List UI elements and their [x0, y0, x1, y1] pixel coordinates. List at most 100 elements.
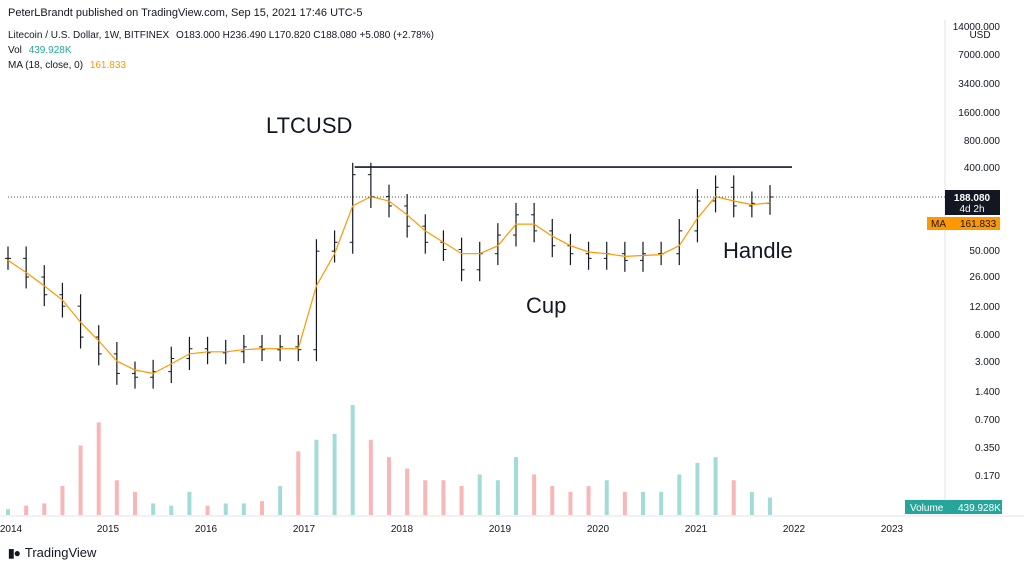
time-tick-label: 2020 — [587, 524, 610, 535]
volume-bar — [114, 480, 119, 515]
ma-value: 161.833 — [89, 60, 126, 71]
volume-bar — [677, 474, 682, 515]
time-axis-labels: 2014 2015 2016 2017 2018 2019 2020 2021 2022 2023 — [0, 524, 904, 535]
ma-badge — [927, 217, 1000, 230]
volume-bar — [495, 480, 500, 515]
volume-bar — [223, 503, 228, 515]
ma-line — [7, 195, 771, 375]
time-tick-label: 2021 — [685, 524, 708, 535]
price-tick-label: 14000.000 — [953, 22, 1001, 33]
vol-value: 439.928K — [28, 45, 72, 56]
volume-bar — [586, 486, 591, 515]
volume-bar — [24, 505, 29, 515]
price-tick-label: 400.000 — [964, 163, 1001, 174]
price-tick-label: 0.170 — [975, 471, 1000, 482]
ohlc-values: O183.000 H236.490 L170.820 C188.080 +5.0… — [175, 30, 434, 41]
volume-bar — [332, 433, 337, 515]
time-tick-label: 2019 — [489, 524, 512, 535]
volume-bar — [695, 462, 700, 515]
volume-bar — [133, 491, 137, 515]
price-badge-value: 188.080 — [954, 193, 991, 204]
time-tick-label: 2016 — [195, 524, 218, 535]
volume-bar — [241, 503, 246, 515]
price-tick-label: 0.350 — [975, 443, 1000, 454]
volume-bar — [78, 445, 83, 515]
volume-bar — [622, 491, 627, 515]
volume-bars — [6, 405, 772, 515]
time-tick-label: 2015 — [97, 524, 120, 535]
time-tick-label: 2014 — [0, 524, 23, 535]
volume-bar — [205, 505, 210, 515]
volume-bar — [532, 474, 537, 515]
cup-annotation: Cup — [526, 293, 566, 318]
symbol-title-annotation: LTCUSD — [266, 113, 352, 138]
price-badge — [945, 190, 1000, 215]
volume-bar — [260, 501, 264, 515]
volume-badge — [905, 500, 1002, 514]
time-tick-label: 2018 — [391, 524, 414, 535]
volume-bar — [514, 457, 518, 515]
ma-legend: MA (18, close, 0) 161.833 — [8, 60, 126, 71]
volume-bar — [659, 491, 664, 515]
tradingview-footer[interactable]: ▮● TradingView — [8, 545, 96, 560]
volume-bar — [604, 480, 609, 515]
handle-annotation: Handle — [723, 238, 793, 263]
price-tick-label: 1600.000 — [958, 108, 1000, 119]
volume-bar — [151, 503, 156, 515]
time-tick-label: 2023 — [881, 524, 904, 535]
price-tick-label: 26.000 — [969, 272, 1000, 283]
volume-bar — [568, 491, 573, 515]
tradingview-brand: TradingView — [24, 545, 97, 560]
volume-bar — [423, 480, 428, 515]
volume-bar — [278, 486, 283, 515]
tradingview-logo-icon: ▮● — [8, 545, 21, 560]
volume-bar — [731, 480, 736, 515]
volume-bar — [350, 405, 355, 515]
volume-legend: Vol 439.928K — [8, 45, 72, 56]
volume-bar — [314, 439, 319, 515]
ma-label: MA (18, close, 0) — [8, 60, 84, 71]
price-tick-label: 0.700 — [975, 415, 1000, 426]
volume-bar — [441, 480, 446, 515]
price-badge-countdown: 4d 2h — [959, 204, 984, 215]
price-tick-labels: 14000.000 7000.000 3400.000 1600.000 800.000… — [953, 22, 1001, 482]
symbol-legend: Litecoin / U.S. Dollar, 1W, BITFINEX O18… — [8, 30, 434, 41]
price-tick-label: 12.000 — [969, 302, 1000, 313]
volume-bar — [641, 491, 645, 515]
volume-bar — [296, 451, 301, 515]
volume-bar — [6, 509, 10, 515]
time-tick-label: 2017 — [293, 524, 316, 535]
volume-bar — [477, 474, 482, 515]
volume-bar — [169, 505, 174, 515]
publisher-line: PeterLBrandt published on TradingView.co… — [8, 7, 363, 19]
price-tick-label: 3.000 — [975, 357, 1000, 368]
price-tick-label: 50.000 — [969, 246, 1000, 257]
volume-bar — [60, 486, 65, 515]
volume-bar — [187, 491, 192, 515]
volume-badge-label: Volume — [910, 503, 944, 514]
ma-badge-label: MA — [931, 219, 946, 230]
volume-bar — [749, 491, 754, 515]
volume-bar — [459, 486, 464, 515]
candles — [5, 162, 773, 389]
ma-badge-value: 161.833 — [960, 219, 997, 230]
volume-badge-value: 439.928K — [958, 503, 1001, 514]
price-tick-label: 6.000 — [975, 330, 1000, 341]
volume-bar — [550, 486, 555, 515]
volume-bar — [96, 422, 101, 515]
vol-label: Vol — [8, 45, 22, 56]
time-tick-label: 2022 — [783, 524, 806, 535]
volume-bar — [713, 457, 718, 515]
volume-bar — [405, 468, 410, 515]
volume-bar — [42, 503, 47, 515]
volume-bar — [768, 497, 772, 515]
volume-bar — [368, 439, 373, 515]
currency-label: USD — [969, 30, 990, 41]
volume-bar — [387, 457, 391, 515]
price-tick-label: 3400.000 — [958, 79, 1000, 90]
price-tick-label: 800.000 — [964, 136, 1001, 147]
price-tick-label: 7000.000 — [958, 50, 1000, 61]
price-tick-label: 1.400 — [975, 387, 1000, 398]
symbol-name: Litecoin / U.S. Dollar, 1W, BITFINEX — [8, 30, 170, 41]
